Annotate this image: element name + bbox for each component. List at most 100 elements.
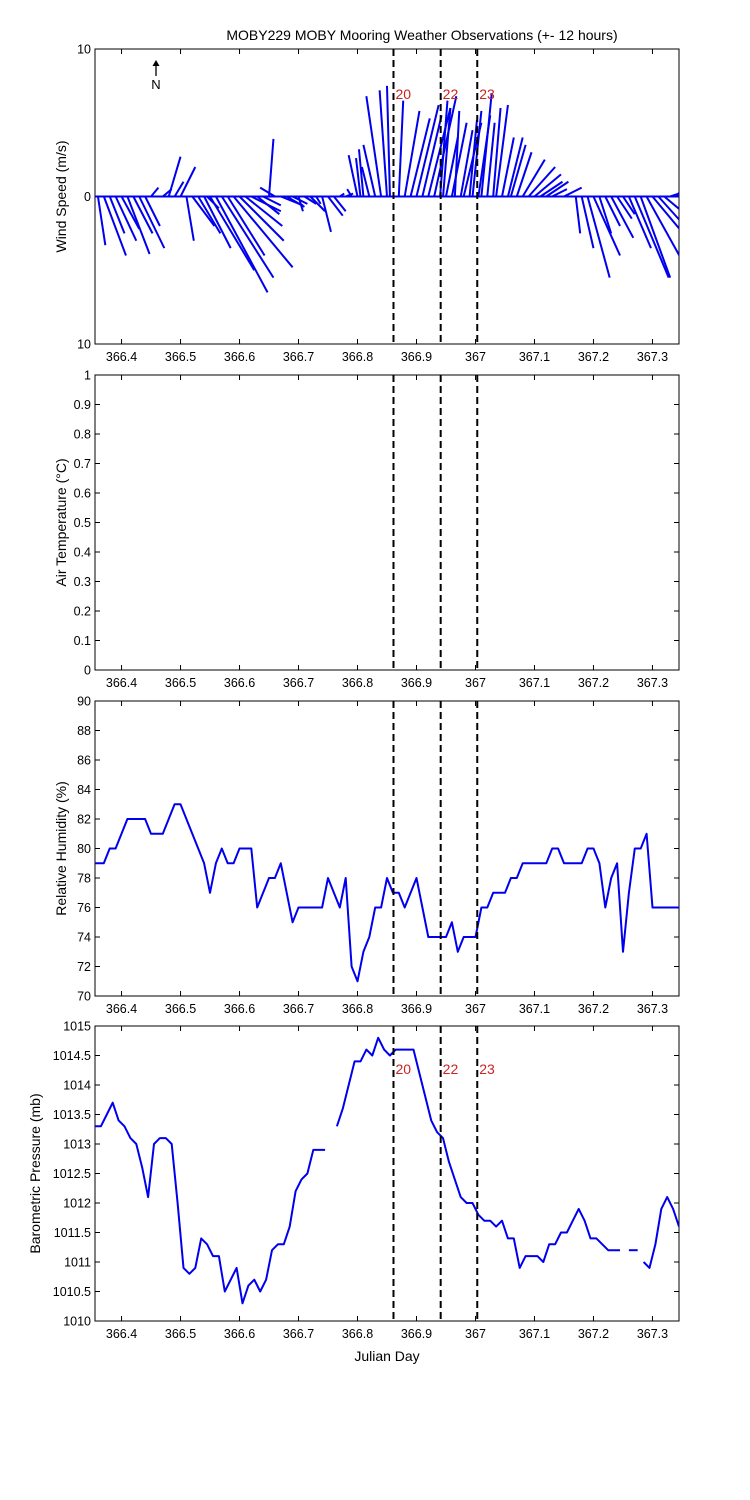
x-tick-label: 367 (465, 1002, 486, 1016)
x-tick-label: 366.7 (283, 1002, 314, 1016)
wind-vector (506, 137, 524, 197)
wind-vector (445, 137, 459, 197)
x-tick-label: 366.9 (401, 676, 432, 690)
north-label: N (151, 77, 160, 92)
x-tick-label: 367.1 (519, 676, 550, 690)
wind-vector (309, 195, 326, 212)
wind-vector (355, 158, 362, 197)
y-tick-label: 0.5 (74, 516, 91, 530)
y-tick-label: 82 (77, 813, 91, 827)
wind-vector (604, 196, 621, 227)
y-tick-label: 1010.5 (53, 1285, 91, 1299)
wind-vector (360, 166, 371, 197)
plot-frame (94, 1025, 680, 1322)
wind-vector (144, 196, 161, 227)
wind-vector (138, 196, 166, 249)
north-indicator: N (151, 60, 161, 92)
y-tick-label: 1 (84, 369, 91, 383)
wind-vector (108, 196, 126, 234)
y-tick-label: 86 (77, 754, 91, 768)
wind-vector (96, 196, 107, 246)
wind-vector (385, 85, 391, 197)
y-tick-label: 0 (84, 664, 91, 678)
y-axis-label: Wind Speed (m/s) (53, 140, 69, 252)
wind-vector (397, 100, 405, 197)
wind-speed-panel: 366.4 366.5 366.6 366.7 366.8 366.9 367 367.1 36… (53, 43, 680, 364)
wind-vector (622, 195, 636, 215)
wind-vector (179, 166, 197, 197)
x-tick-label: 367.3 (637, 1002, 668, 1016)
y-tick-label: 0.1 (74, 634, 91, 648)
wind-vector (256, 195, 280, 215)
event-marker-label: 20 (395, 1061, 411, 1077)
x-tick-label: 367.2 (578, 676, 609, 690)
wind-vector (238, 195, 285, 242)
series-line (95, 1101, 326, 1305)
y-tick-label: 0.7 (74, 457, 91, 471)
wind-vector (539, 180, 564, 198)
x-tick-label: 367.1 (519, 1002, 550, 1016)
wind-vector (333, 195, 347, 212)
y-tick-label: 1013.5 (53, 1108, 91, 1122)
y-tick-label: 1012.5 (53, 1167, 91, 1181)
y-tick-label: 74 (77, 931, 91, 945)
wind-vector (633, 196, 670, 279)
plot-area (95, 85, 679, 293)
y-tick-label: 1012 (63, 1197, 91, 1211)
wind-vector (492, 107, 502, 197)
x-tick-label: 366.7 (283, 350, 314, 364)
wind-vector (126, 196, 151, 255)
figure-title: MOBY229 MOBY Mooring Weather Observation… (226, 27, 617, 43)
barometric-pressure-panel: 366.4 366.5 366.6 366.7 366.8 366.9 367 367.1 36… (27, 1020, 680, 1364)
wind-vector (150, 187, 160, 198)
x-tick-label: 367.3 (637, 350, 668, 364)
wind-vector (442, 107, 452, 197)
x-axis-label: Julian Day (354, 1348, 419, 1364)
event-marker-label: 22 (443, 1061, 459, 1077)
wind-vector (120, 196, 141, 230)
x-tick-label: 366.6 (224, 350, 255, 364)
wind-vector (321, 196, 332, 233)
wind-vector (215, 196, 269, 293)
wind-vector (453, 110, 461, 197)
wind-vector (185, 196, 195, 241)
wind-vector (598, 196, 613, 234)
wind-vector (509, 144, 527, 197)
wind-vector (114, 196, 138, 242)
wind-vector (365, 96, 383, 197)
x-tick-label: 366.4 (106, 676, 137, 690)
y-tick-label: 78 (77, 872, 91, 886)
y-tick-label: 10 (77, 43, 91, 57)
x-tick-label: 366.4 (106, 350, 137, 364)
x-tick-label: 366.8 (342, 1327, 373, 1341)
wind-vector (639, 196, 672, 278)
x-tick-label: 367.2 (578, 1327, 609, 1341)
wind-vector (480, 93, 493, 197)
y-tick-label: 0.8 (74, 428, 91, 442)
wind-vector (167, 156, 182, 197)
wind-vector (209, 195, 256, 271)
wind-vector (521, 159, 546, 198)
x-tick-label: 366.5 (165, 1002, 196, 1016)
event-marker-label: 23 (479, 1061, 495, 1077)
y-tick-label: 1014 (63, 1079, 91, 1093)
x-tick-label: 367 (465, 676, 486, 690)
x-tick-label: 366.8 (342, 350, 373, 364)
x-tick-label: 366.8 (342, 1002, 373, 1016)
wind-vector (315, 195, 322, 205)
wind-vector (439, 100, 449, 197)
series-line (335, 1036, 620, 1269)
wind-vector (468, 119, 478, 197)
x-tick-label: 366.6 (224, 1002, 255, 1016)
x-tick-label: 367 (465, 350, 486, 364)
north-arrow-icon (152, 60, 160, 66)
event-marker-label: 20 (395, 86, 411, 102)
y-tick-label: 80 (77, 842, 91, 856)
wind-vector (586, 196, 611, 278)
x-tick-label: 366.4 (106, 1002, 137, 1016)
x-tick-label: 366.6 (224, 676, 255, 690)
wind-vector (433, 95, 458, 197)
x-tick-label: 367.1 (519, 350, 550, 364)
wind-vector (592, 196, 621, 256)
